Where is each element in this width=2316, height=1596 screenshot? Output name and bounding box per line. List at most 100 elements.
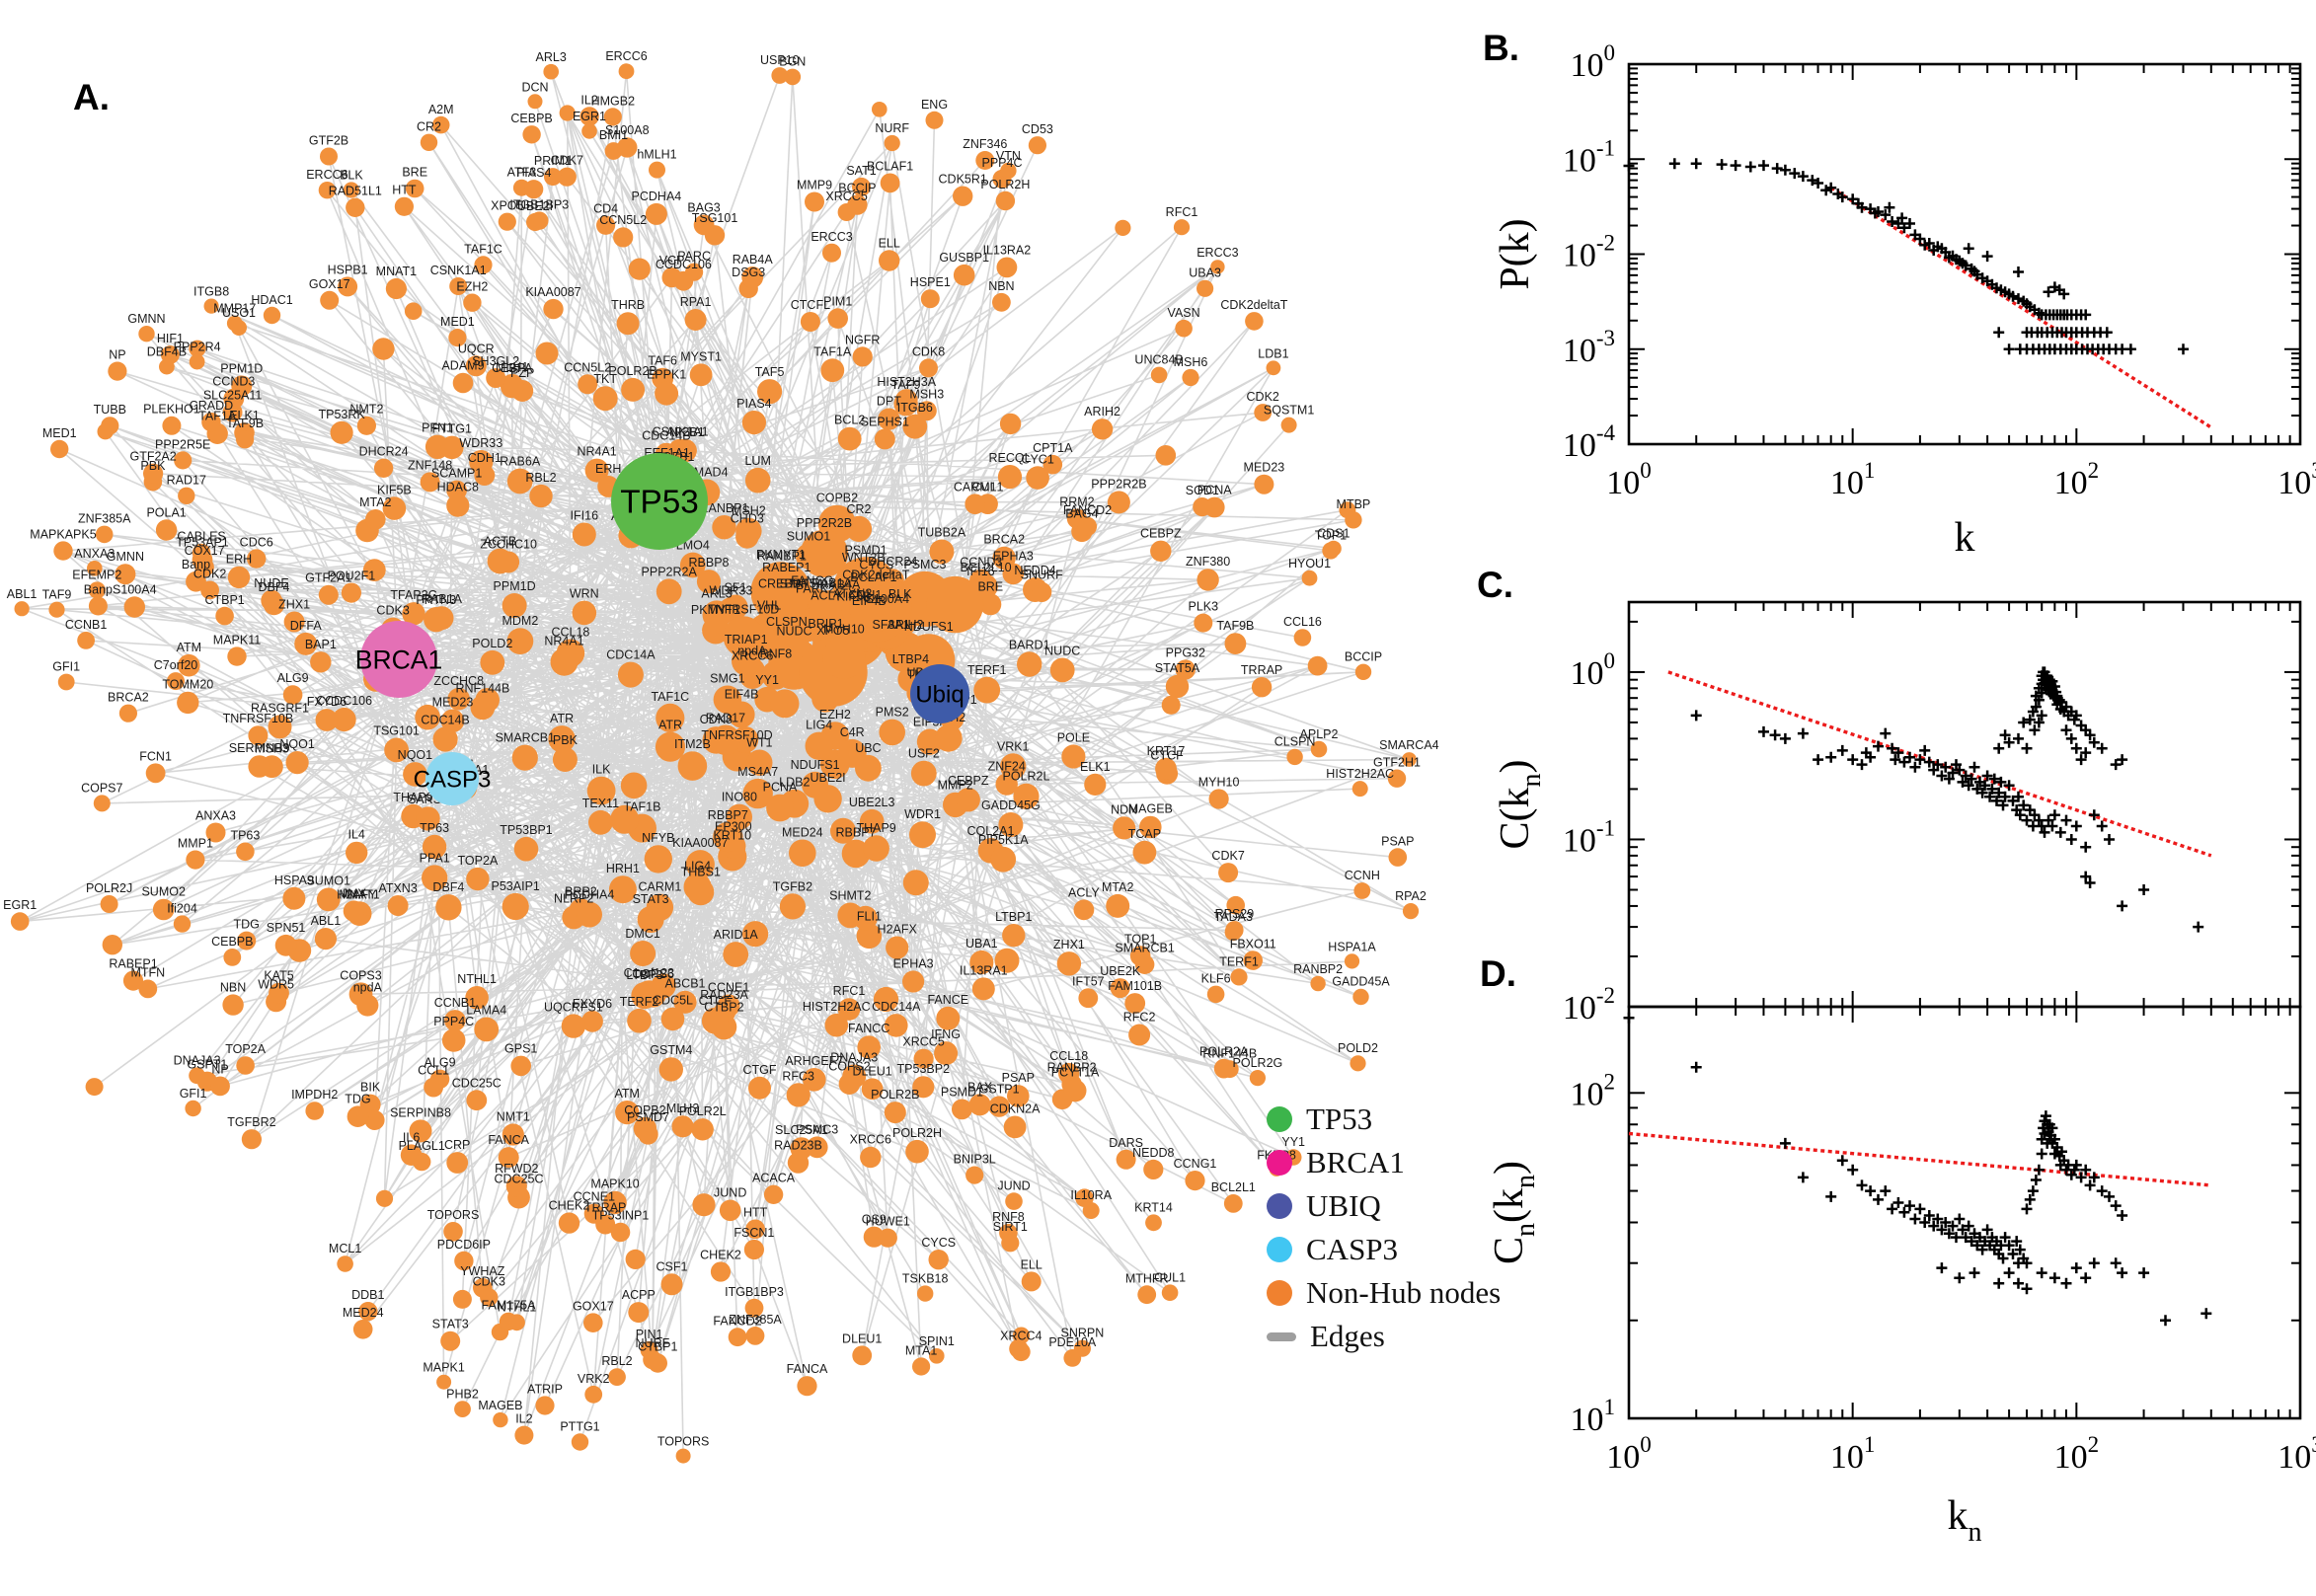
hub-CASP3: CASP3 <box>414 752 491 805</box>
svg-text:PPA1: PPA1 <box>420 852 450 866</box>
svg-text:BCL2: BCL2 <box>834 414 865 427</box>
svg-text:10-4: 10-4 <box>1563 420 1616 464</box>
svg-text:PDE10A: PDE10A <box>1048 1335 1097 1349</box>
svg-text:Banp: Banp <box>182 558 210 571</box>
svg-text:TDG: TDG <box>345 1092 370 1105</box>
svg-text:HUWE1: HUWE1 <box>866 1215 910 1229</box>
svg-text:POLD2: POLD2 <box>472 637 512 650</box>
svg-text:COPS6: COPS6 <box>632 967 673 981</box>
svg-text:DCN: DCN <box>521 80 548 94</box>
svg-text:PPM1D: PPM1D <box>494 579 536 593</box>
panel-label-d: D. <box>1480 953 1516 994</box>
svg-text:SAT1: SAT1 <box>846 164 876 178</box>
svg-text:ELL: ELL <box>879 236 900 250</box>
svg-text:HSPA1A: HSPA1A <box>1328 940 1376 953</box>
svg-text:PCNA: PCNA <box>1197 484 1232 497</box>
svg-text:GOX17: GOX17 <box>309 277 350 291</box>
svg-text:SMARCA4: SMARCA4 <box>1379 738 1438 752</box>
svg-text:C7orf20: C7orf20 <box>154 658 198 672</box>
svg-text:COX17: COX17 <box>185 544 225 558</box>
svg-text:100: 100 <box>1571 648 1616 692</box>
svg-text:ATM: ATM <box>614 1087 639 1101</box>
svg-text:OS9: OS9 <box>862 1213 887 1227</box>
svg-text:PARC: PARC <box>677 250 711 264</box>
svg-text:TP53RK: TP53RK <box>318 408 365 421</box>
svg-text:TOP2A: TOP2A <box>225 1042 266 1056</box>
svg-text:BAG4: BAG4 <box>1065 507 1098 521</box>
svg-text:ITGB1BP3: ITGB1BP3 <box>509 198 569 212</box>
svg-text:VCP: VCP <box>659 254 685 267</box>
data-points <box>1623 1012 2212 1327</box>
svg-text:COPS7: COPS7 <box>81 781 122 795</box>
svg-text:LAMA4: LAMA4 <box>466 1004 506 1018</box>
svg-text:RNF144B: RNF144B <box>455 681 509 695</box>
svg-text:CDK5R1: CDK5R1 <box>939 173 987 187</box>
svg-text:SERPINB8: SERPINB8 <box>390 1105 451 1119</box>
svg-text:GTF2B: GTF2B <box>309 134 348 148</box>
svg-text:CCNG1: CCNG1 <box>1174 1157 1217 1171</box>
svg-text:BRCA2: BRCA2 <box>983 533 1025 547</box>
svg-text:FCN1: FCN1 <box>139 749 172 763</box>
svg-text:ITM2B: ITM2B <box>674 737 711 751</box>
svg-text:SCAMP1: SCAMP1 <box>431 467 482 481</box>
svg-text:RBBP7: RBBP7 <box>708 808 748 822</box>
svg-text:ACPP: ACPP <box>622 1288 656 1302</box>
svg-text:NTHL1: NTHL1 <box>457 972 497 986</box>
svg-text:PSMC3: PSMC3 <box>903 558 946 571</box>
svg-text:CCNH: CCNH <box>1345 869 1380 882</box>
svg-text:PSAP: PSAP <box>1381 834 1414 848</box>
svg-text:THAP9: THAP9 <box>856 821 895 835</box>
svg-text:101: 101 <box>1830 1432 1876 1476</box>
svg-text:GMNN: GMNN <box>127 312 165 326</box>
svg-text:TRRAP: TRRAP <box>1241 663 1282 677</box>
svg-text:CCDC106: CCDC106 <box>656 258 712 271</box>
svg-text:RPS29: RPS29 <box>1215 907 1255 921</box>
edge-swatch-icon <box>1267 1331 1296 1341</box>
svg-text:CEBPB: CEBPB <box>211 935 253 949</box>
legend-item-ubiq: UBIQ <box>1267 1184 1563 1228</box>
svg-text:SMARCB1: SMARCB1 <box>1115 941 1174 954</box>
svg-text:DBF4: DBF4 <box>432 880 464 894</box>
svg-text:USF2: USF2 <box>908 747 940 761</box>
svg-text:CSNK1A1: CSNK1A1 <box>653 425 709 439</box>
fit-line <box>1628 1131 2211 1187</box>
svg-text:RPA1: RPA1 <box>680 295 712 309</box>
svg-text:IMPDH2: IMPDH2 <box>291 1088 338 1102</box>
svg-text:UBA3: UBA3 <box>1189 266 1221 280</box>
svg-text:WRN: WRN <box>570 587 599 601</box>
svg-text:CDK7: CDK7 <box>1211 849 1244 863</box>
svg-text:TUBB2A: TUBB2A <box>918 526 966 540</box>
svg-text:ARHGEF7: ARHGEF7 <box>785 1054 843 1068</box>
svg-text:UBE2I: UBE2I <box>811 771 846 785</box>
svg-text:CCL16: CCL16 <box>1283 615 1322 629</box>
svg-text:ELL: ELL <box>1021 1257 1042 1271</box>
svg-text:LIG4: LIG4 <box>684 860 711 874</box>
svg-text:NBN: NBN <box>220 980 246 994</box>
svg-text:COPS3: COPS3 <box>340 968 381 982</box>
plot-D: 100101102103102101Cn(kn)kn <box>1487 1005 2316 1548</box>
svg-text:ATXN3: ATXN3 <box>833 587 872 601</box>
svg-text:EIF4B: EIF4B <box>725 688 759 702</box>
svg-text:PPP2R4: PPP2R4 <box>174 341 221 354</box>
svg-text:BCLAF1: BCLAF1 <box>850 570 896 584</box>
svg-text:LIG4: LIG4 <box>806 719 832 732</box>
svg-text:SF3A1: SF3A1 <box>872 618 909 632</box>
svg-text:RANBP2: RANBP2 <box>1293 962 1343 976</box>
svg-text:CDH1: CDH1 <box>848 588 882 602</box>
svg-text:GSTP1: GSTP1 <box>979 1082 1020 1096</box>
svg-text:MSH3: MSH3 <box>255 741 289 755</box>
svg-text:CCNB1: CCNB1 <box>434 996 476 1010</box>
svg-text:COPB2: COPB2 <box>816 492 858 505</box>
svg-text:BIK: BIK <box>360 1081 381 1095</box>
svg-text:MED1: MED1 <box>440 315 475 329</box>
svg-text:EPHA3: EPHA3 <box>993 550 1034 564</box>
svg-text:SH3GL2: SH3GL2 <box>472 354 519 368</box>
svg-text:LDB2: LDB2 <box>779 776 810 790</box>
svg-text:SMARCB1: SMARCB1 <box>496 731 555 745</box>
svg-text:NTHL1: NTHL1 <box>498 1301 537 1315</box>
svg-text:GTF2A2: GTF2A2 <box>129 450 176 464</box>
svg-text:PIP5K1A: PIP5K1A <box>978 833 1029 847</box>
svg-text:MED24: MED24 <box>343 1306 384 1320</box>
svg-text:TP53INP1: TP53INP1 <box>592 1209 650 1223</box>
svg-text:CDC14A: CDC14A <box>606 648 656 662</box>
